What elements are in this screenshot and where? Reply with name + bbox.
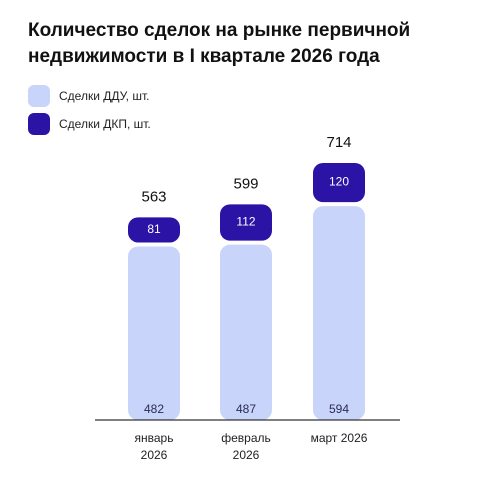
legend-label: Сделки ДКП, шт. (59, 117, 151, 131)
total-label: 714 (326, 134, 351, 151)
total-label: 599 (233, 175, 258, 192)
legend-swatch (28, 85, 50, 107)
value-label: 112 (236, 215, 255, 229)
chart-title: Количество сделок на рынке первичной нед… (28, 20, 411, 67)
bar-segment (220, 244, 272, 420)
legend-label: Сделки ДДУ, шт. (59, 89, 150, 103)
bar-segment (128, 217, 180, 243)
value-label: 120 (329, 175, 349, 189)
legend-swatch (28, 113, 50, 135)
bar-segment (313, 206, 365, 420)
x-tick-label: февраль 2026 (221, 431, 271, 462)
value-label: 81 (147, 222, 161, 236)
total-label: 563 (141, 188, 166, 205)
x-tick-label: январь 2026 (134, 431, 174, 462)
legend-item: Сделки ДКП, шт. (28, 113, 151, 135)
x-tick-label: март 2026 (310, 431, 368, 445)
value-label: 487 (236, 402, 256, 416)
value-label: 594 (329, 402, 349, 416)
legend-item: Сделки ДДУ, шт. (28, 85, 149, 107)
value-label: 482 (144, 402, 164, 416)
bar-segment (313, 162, 365, 203)
bar-segment (220, 204, 272, 241)
bar-segment (128, 246, 180, 420)
